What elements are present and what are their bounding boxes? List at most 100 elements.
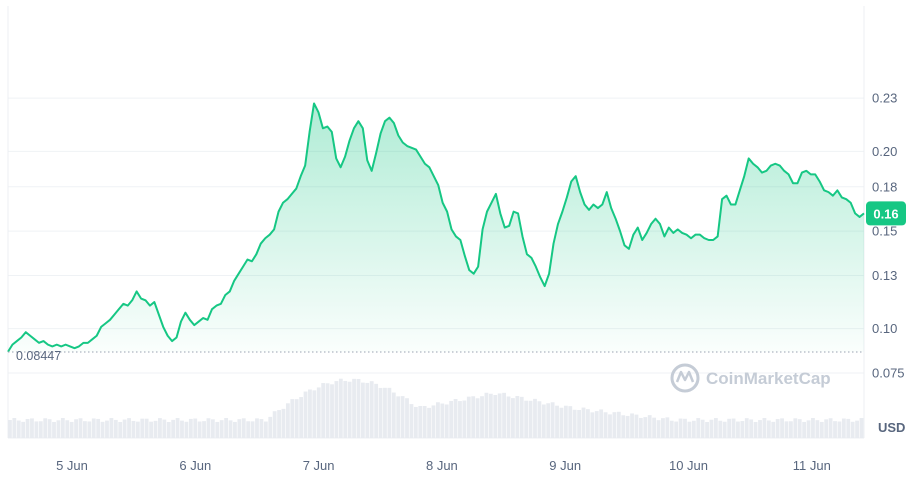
volume-bar [731, 418, 736, 438]
volume-bar [568, 406, 573, 438]
volume-bar [691, 420, 696, 438]
volume-bar [594, 411, 599, 438]
volume-bar [12, 418, 17, 438]
x-tick-label: 9 Jun [549, 458, 581, 473]
volume-bar [193, 418, 198, 438]
volume-bar [736, 421, 740, 438]
volume-bar [400, 396, 405, 438]
volume-bar [524, 400, 529, 438]
volume-bar [74, 419, 78, 438]
volume-bar [780, 418, 784, 438]
volume-bar [458, 401, 462, 438]
volume-bar [153, 420, 158, 438]
volume-bar [563, 405, 568, 438]
x-tick-label: 5 Jun [56, 458, 88, 473]
volume-bar [493, 395, 498, 438]
volume-bar [511, 398, 515, 438]
volume-bar [25, 419, 30, 438]
volume-bar [828, 418, 833, 438]
volume-bar [87, 421, 92, 438]
volume-bar [65, 420, 70, 438]
volume-bar [674, 421, 679, 438]
volume-bar [285, 403, 290, 438]
volume-bar [369, 381, 374, 438]
volume-bar [855, 420, 859, 438]
volume-bar [537, 401, 542, 438]
volume-bar [418, 405, 423, 438]
x-tick-label: 11 Jun [793, 458, 831, 473]
volume-bar [294, 399, 299, 438]
y-tick-label: 0.10 [872, 321, 897, 336]
volume-bar [608, 414, 612, 438]
volume-bar [197, 421, 202, 438]
volume-bar [705, 422, 709, 438]
volume-bar [784, 421, 789, 438]
volume-bar [343, 380, 348, 438]
volume-bar [506, 396, 511, 438]
volume-bar [581, 407, 586, 438]
volume-bar [34, 421, 39, 438]
x-tick-label: 7 Jun [303, 458, 335, 473]
volume-bar [78, 418, 83, 438]
volume-bar [775, 419, 780, 438]
volume-bar [449, 400, 454, 438]
volume-bar [334, 381, 339, 438]
volume-bar [555, 405, 559, 438]
volume-bar [546, 403, 551, 438]
volume-bar [219, 420, 224, 438]
current-price-value: 0.16 [873, 206, 898, 221]
volume-bar [678, 418, 683, 438]
volume-bar [233, 421, 237, 438]
current-price-badge: 0.16 [866, 201, 906, 226]
volume-bar [16, 420, 21, 438]
volume-bar [127, 418, 131, 438]
price-area-fill [8, 103, 864, 352]
volume-bar [797, 419, 802, 438]
volume-bar [303, 391, 308, 438]
volume-bar [700, 419, 705, 438]
volume-bar [21, 421, 26, 438]
volume-bar [612, 412, 617, 438]
volume-bar [52, 421, 56, 438]
volume-bar [638, 417, 643, 438]
volume-bar [480, 396, 484, 438]
volume-bar [497, 393, 502, 438]
volume-bar [228, 420, 233, 438]
volume-bar [713, 418, 718, 438]
volume-bar [665, 417, 670, 438]
volume-bar [444, 404, 449, 438]
volume-bar [409, 404, 414, 438]
volume-bar [224, 418, 229, 438]
volume-bar [815, 420, 820, 438]
coinmarketcap-watermark: CoinMarketCap [670, 363, 831, 393]
volume-bar [131, 420, 136, 438]
volume-bar [559, 407, 564, 438]
volume-bar [356, 379, 361, 438]
volume-bar [793, 418, 798, 438]
volume-bar [802, 421, 807, 438]
volume-bar [462, 400, 467, 438]
volume-bar [440, 403, 445, 438]
volume-bar [338, 378, 343, 438]
volume-bar [661, 418, 665, 438]
volume-bar [91, 418, 96, 438]
volume-bar [652, 417, 657, 438]
volume-bar [38, 421, 43, 438]
volume-bar [806, 420, 811, 438]
volume-bar [316, 387, 321, 438]
start-price-label: 0.08447 [16, 349, 61, 363]
volume-bar [47, 419, 52, 438]
volume-bar [325, 383, 330, 438]
volume-bar [647, 415, 652, 438]
coinmarketcap-logo-icon [670, 363, 700, 393]
volume-bar [833, 421, 837, 438]
volume-bar [246, 421, 251, 438]
volume-bar [237, 419, 242, 438]
volume-bar [771, 421, 776, 438]
volume-bar [634, 414, 639, 438]
volume-bar [683, 418, 687, 438]
volume-bar [687, 421, 692, 438]
volume-bar [722, 421, 727, 438]
volume-bar [502, 392, 506, 438]
volume-bar [528, 400, 533, 438]
